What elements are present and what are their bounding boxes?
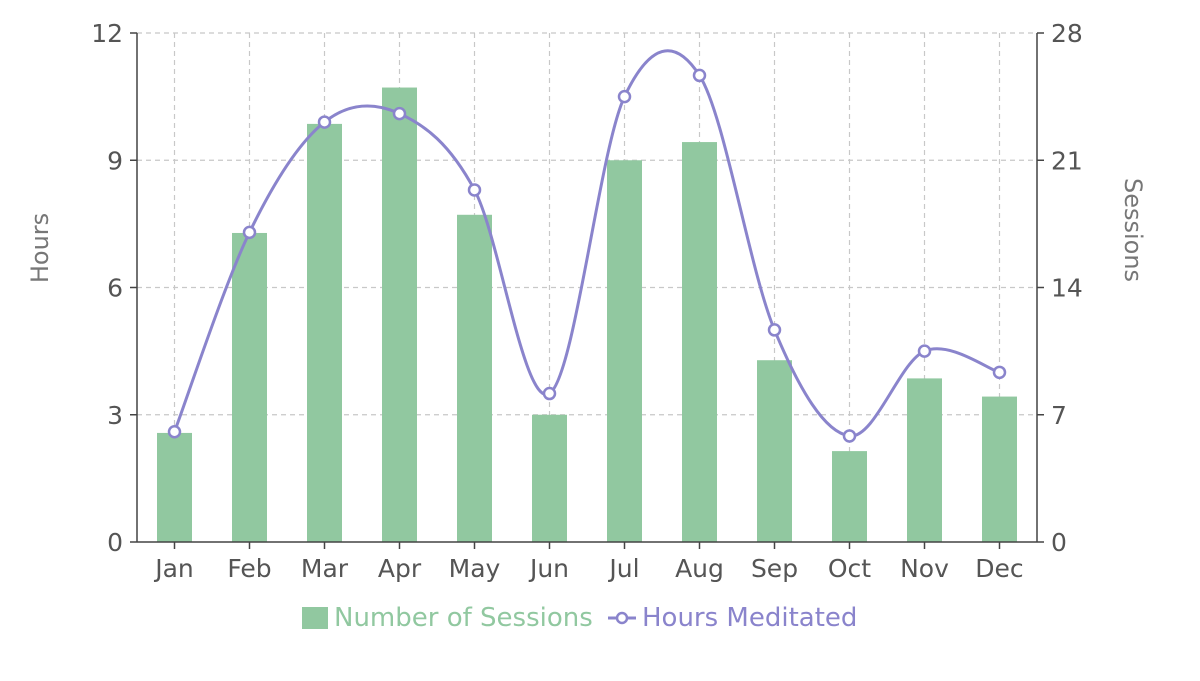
- bar-nov: [907, 378, 942, 542]
- x-tick-label-apr: Apr: [378, 554, 422, 583]
- sessions-bars: [157, 87, 1017, 543]
- y-left-tick-label: 12: [91, 19, 123, 48]
- hours-point-mar: [317, 115, 332, 129]
- bar-feb: [232, 232, 267, 542]
- hours-point-sep: [767, 323, 782, 337]
- hours-point-aug: [692, 68, 707, 83]
- hours-point-oct: [842, 429, 857, 443]
- y-axis-left-title: Hours: [26, 213, 54, 283]
- hours-line-series: [167, 49, 1007, 443]
- legend-label-hours: Hours Meditated: [642, 603, 857, 633]
- y-left-tick-label: 0: [107, 528, 123, 557]
- bar-dec: [982, 396, 1017, 542]
- legend: Number of Sessions Hours Meditated: [302, 603, 857, 633]
- y-axis-right-title: Sessions: [1119, 178, 1147, 282]
- legend-label-sessions: Number of Sessions: [334, 603, 593, 633]
- y-left-tick-label: 9: [107, 146, 123, 175]
- x-tick-label-sep: Sep: [751, 554, 798, 583]
- x-tick-label-feb: Feb: [227, 554, 271, 583]
- bar-sep: [757, 360, 792, 542]
- bar-mar: [307, 123, 342, 543]
- y-right-tick-label: 0: [1051, 528, 1067, 557]
- bar-jan: [157, 432, 192, 542]
- x-tick-label-nov: Nov: [900, 554, 949, 583]
- x-tick-label-jul: Jul: [607, 554, 639, 583]
- hours-point-may: [467, 183, 482, 197]
- hours-point-jun: [542, 386, 557, 401]
- hours-point-dec: [992, 365, 1007, 380]
- y-right-tick-label: 28: [1051, 19, 1083, 48]
- x-tick-label-oct: Oct: [828, 554, 871, 583]
- x-tick-label-jun: Jun: [528, 554, 569, 583]
- bar-jul: [607, 160, 642, 542]
- hours-line: [173, 49, 1001, 438]
- legend-swatch-sessions: [302, 607, 328, 629]
- axes: [130, 32, 1044, 549]
- x-tick-label-jan: Jan: [153, 554, 194, 583]
- y-left-tick-label: 3: [107, 401, 123, 430]
- y-right-tick-label: 14: [1051, 274, 1083, 303]
- x-tick-label-mar: Mar: [301, 554, 349, 583]
- grid: [137, 32, 1037, 542]
- bar-aug: [682, 142, 717, 543]
- y-left-tick-label: 6: [107, 274, 123, 303]
- y-right-tick-label: 21: [1051, 146, 1083, 175]
- bar-oct: [832, 451, 867, 542]
- bar-jun: [532, 414, 567, 542]
- hours-point-apr: [392, 106, 407, 121]
- bar-may: [457, 214, 492, 543]
- x-tick-label-aug: Aug: [675, 554, 724, 583]
- hours-point-nov: [917, 344, 932, 358]
- bar-apr: [382, 87, 417, 543]
- y-right-tick-label: 7: [1051, 401, 1067, 430]
- hours-point-jan: [167, 424, 182, 439]
- tick-labels: 0 3 6 9 12 0 7 14 21 28 Jan Feb Mar Apr May Jun Jul Aug Se…: [91, 19, 1083, 583]
- legend-swatch-hours-marker: [615, 611, 629, 625]
- x-tick-label-may: May: [449, 554, 501, 583]
- x-tick-label-dec: Dec: [975, 554, 1023, 583]
- hours-point-jul: [617, 89, 632, 104]
- hours-point-feb: [242, 225, 257, 240]
